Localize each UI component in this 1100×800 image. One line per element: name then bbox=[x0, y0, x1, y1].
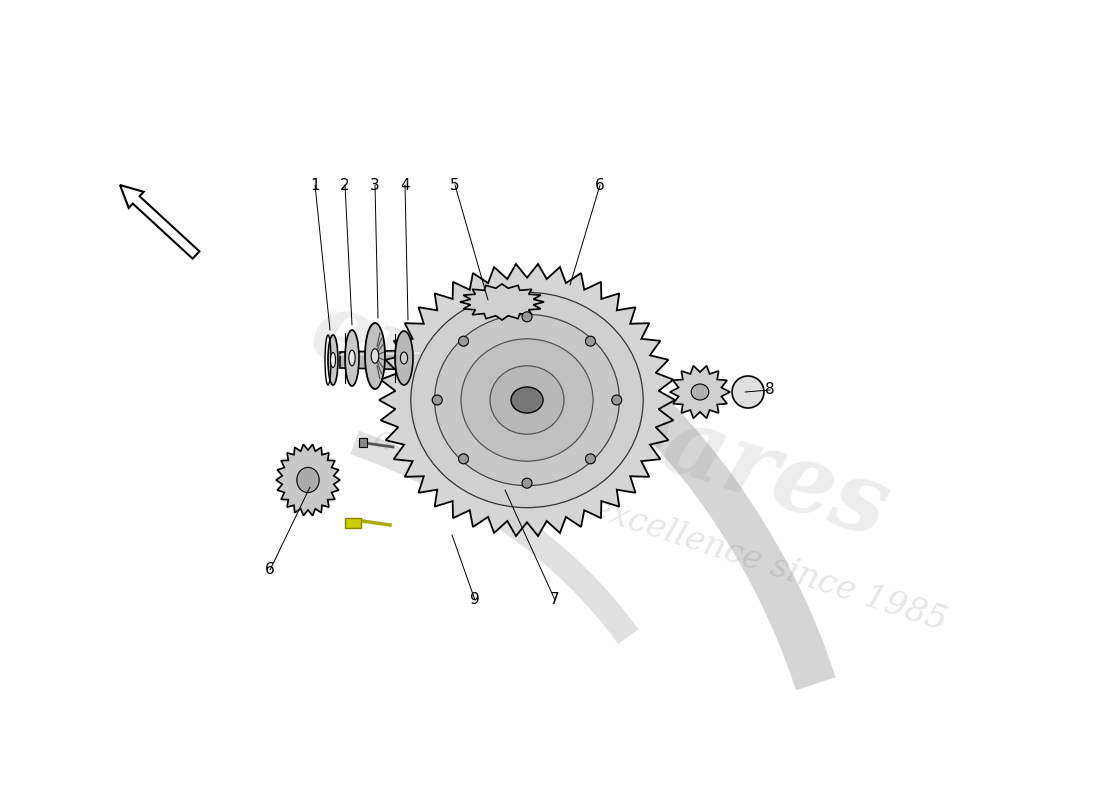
Text: 5: 5 bbox=[450, 178, 460, 193]
Ellipse shape bbox=[345, 330, 359, 386]
Text: 9: 9 bbox=[470, 593, 480, 607]
Circle shape bbox=[732, 376, 764, 408]
Ellipse shape bbox=[395, 331, 412, 385]
Text: 8: 8 bbox=[766, 382, 774, 398]
Ellipse shape bbox=[410, 292, 644, 508]
Circle shape bbox=[522, 312, 532, 322]
Circle shape bbox=[585, 454, 595, 464]
Text: a passion for excellence since 1985: a passion for excellence since 1985 bbox=[370, 422, 950, 638]
Text: 1: 1 bbox=[310, 178, 320, 193]
Ellipse shape bbox=[434, 314, 619, 486]
Ellipse shape bbox=[490, 366, 564, 434]
Circle shape bbox=[459, 336, 469, 346]
Polygon shape bbox=[276, 444, 340, 516]
Ellipse shape bbox=[512, 387, 543, 413]
Polygon shape bbox=[670, 366, 730, 418]
Text: 2: 2 bbox=[340, 178, 350, 193]
Polygon shape bbox=[359, 438, 367, 447]
Circle shape bbox=[585, 336, 595, 346]
Circle shape bbox=[522, 478, 532, 488]
Ellipse shape bbox=[691, 384, 708, 400]
Circle shape bbox=[459, 454, 469, 464]
Bar bbox=[345, 518, 361, 528]
Polygon shape bbox=[340, 348, 512, 372]
Polygon shape bbox=[460, 284, 544, 320]
Polygon shape bbox=[120, 185, 199, 258]
Ellipse shape bbox=[400, 352, 408, 364]
Ellipse shape bbox=[297, 467, 319, 493]
Ellipse shape bbox=[330, 353, 336, 367]
Circle shape bbox=[432, 395, 442, 405]
Text: eurospares: eurospares bbox=[299, 282, 901, 558]
Text: 6: 6 bbox=[265, 562, 275, 578]
Polygon shape bbox=[379, 264, 675, 536]
Text: 6: 6 bbox=[595, 178, 605, 193]
Ellipse shape bbox=[461, 339, 593, 461]
Ellipse shape bbox=[365, 323, 385, 389]
Circle shape bbox=[612, 395, 621, 405]
Ellipse shape bbox=[371, 349, 378, 363]
Text: 4: 4 bbox=[400, 178, 410, 193]
Ellipse shape bbox=[328, 335, 338, 385]
Text: 3: 3 bbox=[370, 178, 379, 193]
Ellipse shape bbox=[349, 350, 355, 366]
Text: 7: 7 bbox=[550, 593, 560, 607]
